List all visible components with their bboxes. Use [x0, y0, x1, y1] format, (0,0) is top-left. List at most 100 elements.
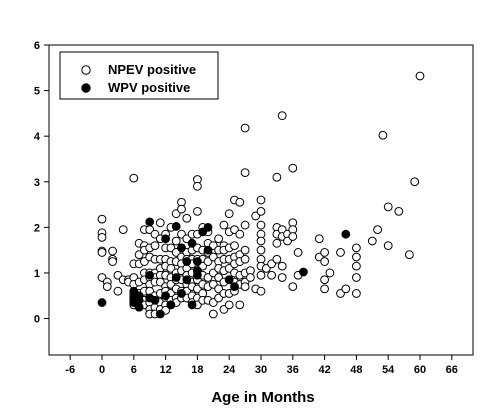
npev-point [97, 214, 107, 224]
x-tick-label: 12 [159, 364, 171, 376]
npev-point [352, 273, 361, 282]
wpv-point [134, 291, 144, 301]
npev-point [256, 220, 266, 230]
x-tick-label: 24 [223, 364, 236, 376]
series-npev-positive [97, 71, 425, 319]
wpv-point [187, 238, 197, 248]
x-tick-label: 48 [350, 364, 362, 376]
x-tick-label: 54 [382, 364, 395, 376]
npev-point [113, 286, 123, 296]
wpv-point [230, 282, 239, 292]
wpv-point [182, 257, 192, 266]
npev-point [352, 252, 361, 262]
series-wpv-positive [97, 217, 351, 319]
y-tick-label: 3 [34, 177, 40, 189]
npev-point [410, 177, 420, 187]
npev-point [240, 254, 250, 264]
npev-point [415, 71, 425, 81]
npev-point [240, 245, 250, 255]
legend-marker-npev [81, 65, 91, 75]
legend-label-wpv: WPV positive [108, 80, 190, 95]
npev-point [240, 123, 250, 133]
wpv-point [97, 298, 107, 307]
npev-point [214, 234, 224, 244]
npev-point [267, 270, 277, 280]
npev-point [272, 172, 282, 182]
npev-point [352, 243, 361, 253]
npev-point [378, 130, 388, 140]
npev-point [240, 168, 250, 178]
npev-point [256, 286, 266, 296]
y-tick-label: 4 [34, 131, 41, 143]
npev-point [373, 225, 383, 235]
wpv-point [341, 229, 351, 239]
wpv-point [177, 289, 186, 298]
y-tick-label: 2 [34, 222, 40, 234]
npev-point [320, 248, 330, 257]
wpv-point [171, 222, 181, 231]
x-tick-label: -6 [65, 364, 75, 376]
wpv-point [182, 275, 192, 285]
x-axis-title: Age in Months [211, 389, 314, 406]
npev-point [256, 236, 266, 246]
y-tick-label: 6 [34, 40, 40, 52]
npev-point [256, 270, 266, 280]
wpv-point [203, 222, 213, 232]
npev-point [288, 232, 298, 241]
npev-point [272, 254, 282, 264]
npev-point [246, 273, 255, 282]
x-tick-label: 60 [414, 364, 426, 376]
npev-point [314, 234, 324, 244]
npev-point [193, 206, 202, 216]
npev-point [336, 248, 345, 257]
x-tick-label: 36 [287, 364, 299, 376]
npev-point [325, 268, 335, 278]
npev-point [219, 220, 229, 230]
y-tick-label: 0 [34, 314, 40, 326]
npev-point [341, 284, 351, 294]
npev-point [288, 282, 298, 292]
npev-point [240, 220, 250, 230]
npev-point [102, 282, 112, 292]
x-tick-label: 6 [131, 364, 137, 376]
npev-point [405, 250, 414, 260]
data-points [97, 71, 425, 319]
npev-point [97, 232, 107, 242]
npev-point [230, 241, 239, 250]
npev-point [235, 229, 245, 239]
npev-point [235, 300, 245, 310]
wpv-point [145, 270, 155, 280]
npev-point [383, 241, 393, 250]
npev-point [320, 284, 330, 294]
npev-point [352, 261, 361, 271]
npev-point [224, 209, 234, 219]
x-tick-label: 42 [318, 364, 330, 376]
npev-point [256, 206, 266, 216]
npev-point [256, 195, 266, 205]
wpv-point [299, 267, 308, 277]
npev-point [108, 246, 117, 256]
wpv-point [161, 291, 171, 301]
npev-point [367, 236, 377, 246]
x-tick-label: 66 [446, 364, 458, 376]
npev-point [193, 181, 202, 191]
npev-point [394, 206, 404, 216]
npev-point [108, 257, 117, 266]
npev-point [129, 173, 139, 183]
legend: NPEV positive WPV positive [59, 51, 219, 100]
wpv-point [193, 257, 202, 266]
npev-point [256, 245, 266, 255]
wpv-point [193, 266, 202, 276]
npev-point [240, 282, 250, 292]
npev-point [272, 238, 282, 248]
wpv-point [171, 273, 181, 282]
npev-point [352, 289, 361, 298]
npev-point [171, 236, 181, 246]
wpv-point [224, 275, 234, 285]
npev-point [97, 248, 107, 257]
y-tick-label: 1 [34, 268, 40, 280]
npev-point [155, 218, 165, 228]
npev-point [277, 261, 287, 271]
